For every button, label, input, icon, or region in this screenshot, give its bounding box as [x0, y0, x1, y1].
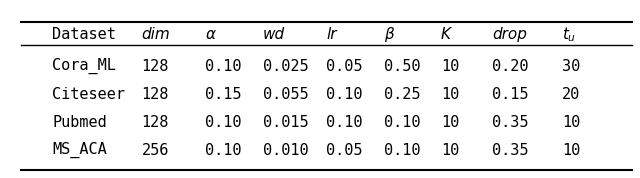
Text: 128: 128: [141, 59, 169, 74]
Text: 0.10: 0.10: [384, 143, 420, 158]
Text: $t_u$: $t_u$: [562, 25, 577, 44]
Text: 0.05: 0.05: [326, 59, 363, 74]
Text: β: β: [384, 27, 394, 42]
Text: MS_ACA: MS_ACA: [52, 142, 107, 158]
Text: 128: 128: [141, 115, 169, 130]
Text: 0.35: 0.35: [492, 115, 529, 130]
Text: 0.10: 0.10: [384, 115, 420, 130]
Text: 128: 128: [141, 87, 169, 102]
Text: 0.25: 0.25: [384, 87, 420, 102]
Text: 10: 10: [441, 143, 460, 158]
Text: 0.15: 0.15: [205, 87, 242, 102]
Text: 0.055: 0.055: [262, 87, 308, 102]
Text: Pubmed: Pubmed: [52, 115, 107, 130]
Text: 0.10: 0.10: [326, 115, 363, 130]
Text: 10: 10: [562, 115, 580, 130]
Text: wd: wd: [262, 27, 285, 42]
Text: 0.50: 0.50: [384, 59, 420, 74]
Text: 30: 30: [562, 59, 580, 74]
Text: 0.025: 0.025: [262, 59, 308, 74]
Text: 10: 10: [441, 115, 460, 130]
Text: α: α: [205, 27, 215, 42]
Text: dim: dim: [141, 27, 170, 42]
Text: 0.35: 0.35: [492, 143, 529, 158]
Text: 0.10: 0.10: [326, 87, 363, 102]
Text: 0.10: 0.10: [205, 115, 242, 130]
Text: drop: drop: [492, 27, 527, 42]
Text: 256: 256: [141, 143, 169, 158]
Text: 10: 10: [441, 87, 460, 102]
Text: Citeseer: Citeseer: [52, 87, 125, 102]
Text: 10: 10: [441, 59, 460, 74]
Text: K: K: [441, 27, 451, 42]
Text: 0.20: 0.20: [492, 59, 529, 74]
Text: 0.15: 0.15: [492, 87, 529, 102]
Text: 0.10: 0.10: [205, 143, 242, 158]
Text: lr: lr: [326, 27, 337, 42]
Text: 10: 10: [562, 143, 580, 158]
Text: 0.05: 0.05: [326, 143, 363, 158]
Text: Cora_ML: Cora_ML: [52, 58, 116, 74]
Text: 0.10: 0.10: [205, 59, 242, 74]
Text: 20: 20: [562, 87, 580, 102]
Text: 0.015: 0.015: [262, 115, 308, 130]
Text: Dataset: Dataset: [52, 27, 116, 42]
Text: 0.010: 0.010: [262, 143, 308, 158]
